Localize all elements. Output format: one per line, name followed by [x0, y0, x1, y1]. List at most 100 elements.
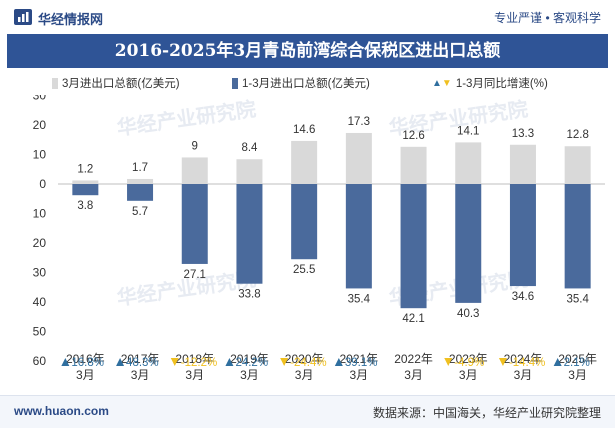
bar-monthly — [72, 180, 99, 184]
bar-cumulative — [400, 184, 427, 309]
title-bar: 2016-2025年3月青岛前湾综合保税区进出口总额 — [7, 34, 608, 68]
data-label-monthly: 1.2 — [77, 163, 93, 175]
x-tick-label: 3月 — [240, 368, 259, 382]
y-tick-label: 20 — [33, 118, 47, 132]
data-label-monthly: 9 — [192, 140, 198, 152]
growth-up-marker — [225, 358, 234, 366]
legend-item-growth: ▲▼ 1-3月同比增速(%) — [432, 75, 548, 91]
x-tick-label: 2022年 — [394, 352, 433, 366]
data-label-cumulative: 5.7 — [132, 206, 148, 218]
x-tick-label: 2018年 — [175, 352, 214, 366]
footer-source: 数据来源：中国海关，华经产业研究院整理 — [372, 406, 601, 420]
bar-cumulative — [509, 184, 536, 287]
growth-down-marker — [170, 358, 179, 366]
bar-monthly — [127, 178, 154, 184]
data-label-cumulative: 25.5 — [293, 264, 315, 276]
data-label-monthly: 14.1 — [457, 125, 479, 137]
x-tick-label: 2025年 — [558, 352, 597, 366]
x-tick-label: 2023年 — [449, 352, 488, 366]
bar-cumulative — [455, 184, 482, 303]
growth-rate-label: 39.1% — [345, 357, 378, 369]
legend-triangle-icons: ▲▼ — [432, 77, 452, 89]
y-tick-label: 40 — [33, 295, 47, 309]
x-tick-label: 3月 — [76, 368, 95, 382]
data-label-cumulative: 35.4 — [348, 293, 371, 305]
chart-plot: 华经产业研究院华经产业研究院华经产业研究院华经产业研究院 30201001020… — [33, 95, 605, 382]
growth-down-marker — [280, 358, 289, 366]
growth-rate-label: 16.8% — [71, 357, 104, 369]
bar-monthly — [400, 146, 427, 184]
y-tick-label: 20 — [33, 236, 47, 250]
data-label-cumulative: 40.3 — [457, 308, 479, 320]
data-label-monthly: 1.7 — [132, 162, 148, 174]
growth-up-marker — [553, 358, 562, 366]
bar-cumulative — [72, 184, 99, 196]
data-label-monthly: 13.3 — [512, 128, 534, 140]
y-tick-label: 0 — [39, 177, 46, 191]
data-label-cumulative: 35.4 — [566, 293, 589, 305]
legend-label-cumulative: 1-3月进出口总额(亿美元) — [242, 78, 370, 90]
x-tick-label: 2019年 — [230, 352, 269, 366]
growth-rate-label: -14.4% — [509, 357, 545, 369]
legend-swatch-cumulative — [232, 77, 238, 89]
x-tick-label: 2020年 — [285, 352, 324, 366]
data-label-cumulative: 3.8 — [77, 200, 93, 212]
growth-rate-label: -4.9% — [454, 357, 484, 369]
labels-layer: 1.2 3.8 16.8% 1.7 5.7 48.3% 9 27.1 -12.2% 8.4 33.8… — [61, 116, 590, 369]
y-tick-label: 30 — [33, 95, 47, 103]
x-tick-label: 2016年 — [66, 352, 105, 366]
bar-cumulative — [236, 184, 263, 284]
growth-rate-label: -12.2% — [181, 357, 217, 369]
data-label-cumulative: 27.1 — [184, 269, 206, 281]
data-label-cumulative: 42.1 — [402, 313, 424, 325]
x-tick-label: 2017年 — [121, 352, 160, 366]
legend-item-monthly: 3月进出口总额(亿美元) — [52, 75, 180, 91]
bar-cumulative — [127, 184, 154, 201]
growth-up-marker — [61, 358, 70, 366]
data-label-monthly: 12.6 — [402, 130, 424, 142]
bar-monthly — [564, 146, 591, 184]
growth-down-marker — [444, 358, 453, 366]
chart-legend: 3月进出口总额(亿美元) 1-3月进出口总额(亿美元) ▲▼ 1-3月同比增速(… — [0, 73, 615, 93]
bar-monthly — [345, 132, 372, 184]
bar-cumulative — [564, 184, 591, 289]
footer-website: www.huaon.com — [14, 404, 109, 418]
bar-monthly — [509, 144, 536, 184]
growth-down-marker — [498, 358, 507, 366]
legend-swatch-monthly — [52, 77, 58, 89]
y-tick-label: 50 — [33, 325, 47, 339]
watermark-text: 华经产业研究院 — [115, 97, 257, 140]
y-tick-label: 10 — [33, 207, 47, 221]
legend-label-growth: 1-3月同比增速(%) — [455, 78, 548, 90]
growth-rate-label: 24.2% — [235, 357, 268, 369]
data-label-cumulative: 34.6 — [512, 291, 534, 303]
legend-label-monthly: 3月进出口总额(亿美元) — [62, 78, 180, 90]
top-bar: 华经情报网 专业严谨 • 客观科学 — [0, 0, 615, 34]
data-label-cumulative: 33.8 — [238, 289, 260, 301]
growth-rate-label: -24.4% — [290, 357, 326, 369]
data-label-monthly: 17.3 — [348, 116, 370, 128]
y-tick-label: 10 — [33, 148, 47, 162]
data-label-monthly: 12.8 — [566, 129, 588, 141]
bar-cumulative — [291, 184, 318, 260]
bar-monthly — [181, 157, 208, 184]
x-tick-label: 2024年 — [504, 352, 543, 366]
y-tick-label: 30 — [33, 266, 47, 280]
y-tick-label: 60 — [33, 354, 47, 368]
growth-rate-label: 48.3% — [126, 357, 159, 369]
brand-slogan: 专业严谨 • 客观科学 — [494, 11, 601, 25]
brand-logo-icon — [14, 9, 32, 25]
x-tick-label: 2021年 — [339, 352, 378, 366]
bar-cumulative — [345, 184, 372, 289]
bars-layer — [72, 132, 591, 309]
growth-up-marker — [334, 358, 343, 366]
bar-monthly — [236, 159, 263, 184]
x-tick-label: 3月 — [568, 368, 587, 382]
data-label-monthly: 8.4 — [241, 142, 258, 154]
growth-rate-label: 2.1% — [564, 357, 590, 369]
bar-monthly — [455, 142, 482, 184]
legend-item-cumulative: 1-3月进出口总额(亿美元) — [232, 75, 370, 91]
axis-layer: 30 20 10 0 10 20 30 40 50 60 2016年 3月 2017年 3月 2018年 3月… — [33, 95, 605, 382]
growth-up-marker — [116, 358, 125, 366]
